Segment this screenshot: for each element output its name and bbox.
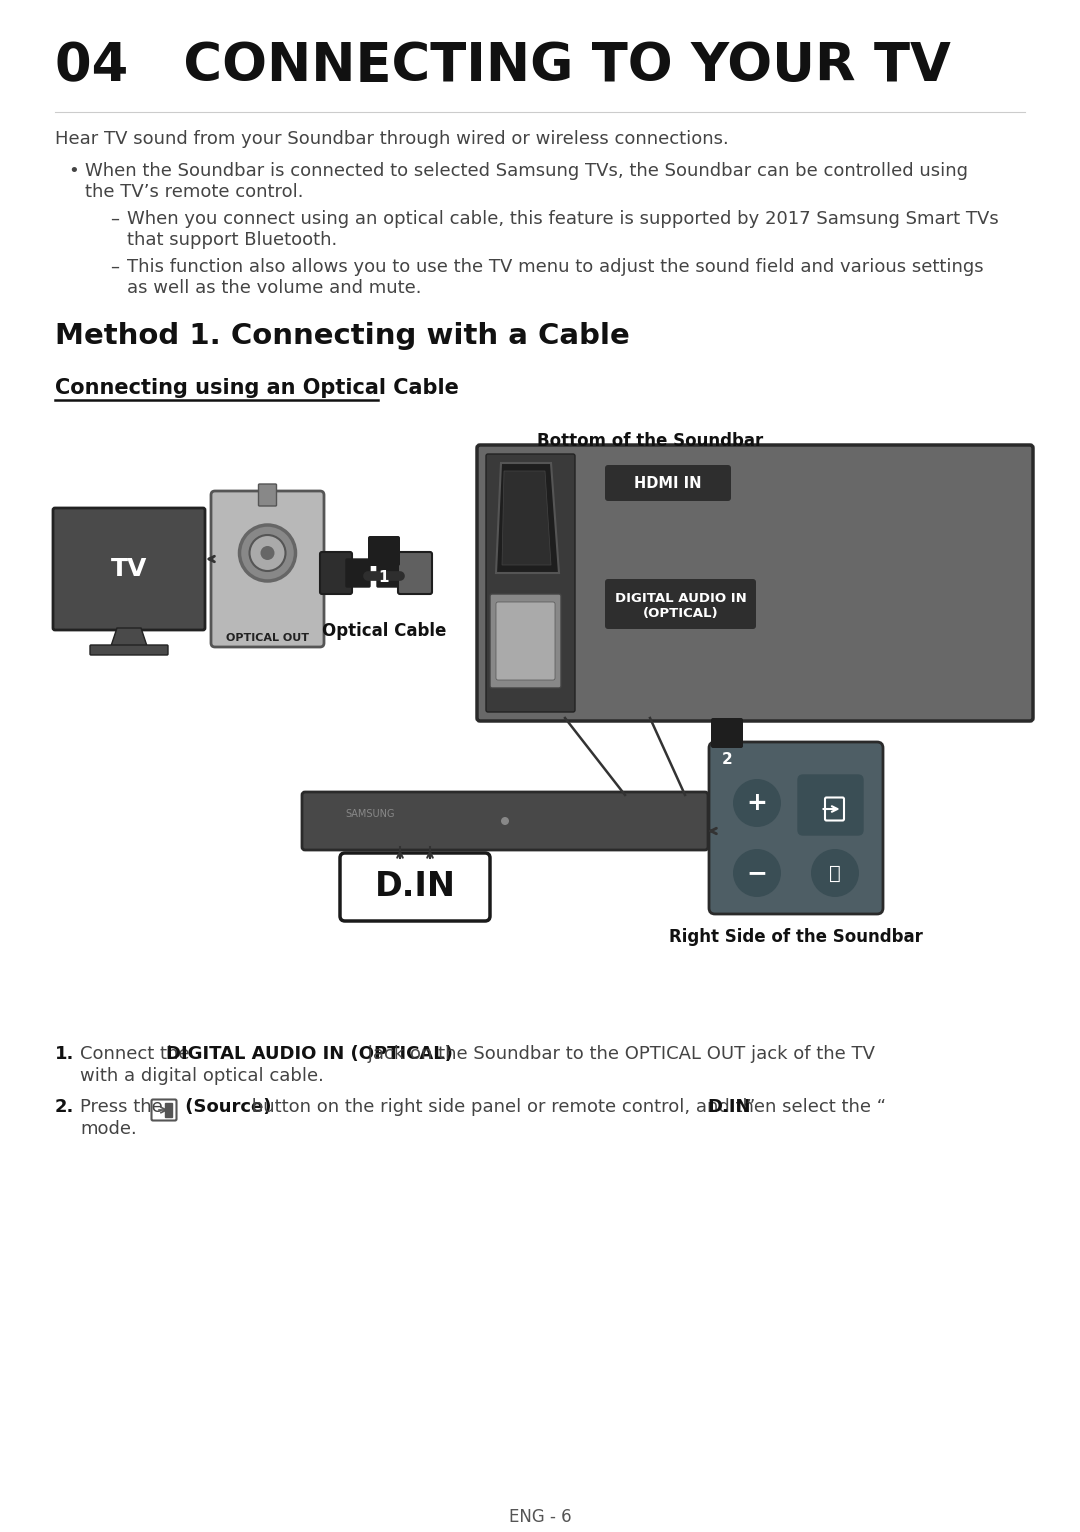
FancyBboxPatch shape — [320, 552, 352, 594]
Text: D.IN: D.IN — [707, 1098, 751, 1115]
Text: Optical Cable: Optical Cable — [322, 622, 446, 640]
Text: ENG - 6: ENG - 6 — [509, 1507, 571, 1526]
Circle shape — [260, 545, 274, 561]
Text: •: • — [68, 162, 79, 179]
Text: button on the right side panel or remote control, and then select the “: button on the right side panel or remote… — [246, 1098, 886, 1115]
FancyBboxPatch shape — [151, 1100, 176, 1120]
Circle shape — [811, 849, 859, 898]
Text: TV: TV — [111, 558, 147, 581]
Text: (OPTICAL): (OPTICAL) — [643, 607, 718, 619]
Text: as well as the volume and mute.: as well as the volume and mute. — [127, 279, 421, 297]
Text: that support Bluetooth.: that support Bluetooth. — [127, 231, 337, 250]
Circle shape — [733, 778, 781, 827]
Text: When the Soundbar is connected to selected Samsung TVs, the Soundbar can be cont: When the Soundbar is connected to select… — [85, 162, 968, 179]
Text: (Source): (Source) — [179, 1098, 271, 1115]
Polygon shape — [502, 470, 551, 565]
FancyBboxPatch shape — [368, 536, 400, 565]
Text: Right Side of the Soundbar: Right Side of the Soundbar — [670, 928, 923, 945]
Text: 2.: 2. — [55, 1098, 75, 1115]
FancyBboxPatch shape — [477, 444, 1032, 722]
FancyBboxPatch shape — [53, 509, 205, 630]
FancyBboxPatch shape — [399, 552, 432, 594]
FancyBboxPatch shape — [340, 853, 490, 921]
Text: –: – — [110, 210, 119, 228]
Text: Bottom of the Soundbar: Bottom of the Soundbar — [537, 432, 764, 450]
Text: D.IN: D.IN — [375, 870, 456, 904]
Text: Press the: Press the — [80, 1098, 168, 1115]
FancyBboxPatch shape — [90, 645, 168, 656]
Polygon shape — [496, 463, 559, 573]
FancyBboxPatch shape — [708, 741, 883, 915]
Circle shape — [501, 817, 509, 826]
FancyBboxPatch shape — [605, 466, 731, 501]
Text: HDMI IN: HDMI IN — [634, 475, 702, 490]
FancyBboxPatch shape — [490, 594, 561, 688]
FancyBboxPatch shape — [302, 792, 708, 850]
Text: with a digital optical cable.: with a digital optical cable. — [80, 1066, 324, 1085]
FancyBboxPatch shape — [798, 775, 863, 835]
Text: 1.: 1. — [55, 1045, 75, 1063]
Text: Method 1. Connecting with a Cable: Method 1. Connecting with a Cable — [55, 322, 630, 349]
Text: mode.: mode. — [80, 1120, 137, 1138]
Text: DIGITAL AUDIO IN (OPTICAL): DIGITAL AUDIO IN (OPTICAL) — [166, 1045, 453, 1063]
Text: When you connect using an optical cable, this feature is supported by 2017 Samsu: When you connect using an optical cable,… — [127, 210, 999, 228]
FancyBboxPatch shape — [258, 484, 276, 506]
Text: 2: 2 — [721, 752, 732, 766]
Circle shape — [249, 535, 285, 571]
Text: +: + — [746, 791, 768, 815]
Text: –: – — [110, 257, 119, 276]
Text: the TV’s remote control.: the TV’s remote control. — [85, 182, 303, 201]
Text: SAMSUNG: SAMSUNG — [345, 809, 394, 820]
Polygon shape — [111, 628, 147, 647]
FancyBboxPatch shape — [825, 798, 843, 821]
Circle shape — [733, 849, 781, 898]
Text: ”: ” — [745, 1098, 754, 1115]
Text: Connect the: Connect the — [80, 1045, 195, 1063]
Text: 1: 1 — [379, 570, 389, 585]
FancyBboxPatch shape — [711, 719, 743, 748]
FancyBboxPatch shape — [377, 559, 403, 587]
FancyBboxPatch shape — [496, 602, 555, 680]
Text: DIGITAL AUDIO IN: DIGITAL AUDIO IN — [615, 591, 746, 605]
FancyBboxPatch shape — [211, 490, 324, 647]
Text: jack on the Soundbar to the OPTICAL OUT jack of the TV: jack on the Soundbar to the OPTICAL OUT … — [362, 1045, 875, 1063]
Text: −: − — [746, 861, 768, 885]
Text: Connecting using an Optical Cable: Connecting using an Optical Cable — [55, 378, 459, 398]
FancyBboxPatch shape — [605, 579, 756, 630]
FancyBboxPatch shape — [346, 559, 370, 587]
Circle shape — [240, 525, 296, 581]
Text: Hear TV sound from your Soundbar through wired or wireless connections.: Hear TV sound from your Soundbar through… — [55, 130, 729, 149]
FancyBboxPatch shape — [165, 1103, 172, 1117]
Text: ⏻: ⏻ — [829, 864, 841, 882]
Text: 04   CONNECTING TO YOUR TV: 04 CONNECTING TO YOUR TV — [55, 40, 950, 92]
Text: This function also allows you to use the TV menu to adjust the sound field and v: This function also allows you to use the… — [127, 257, 984, 276]
FancyBboxPatch shape — [486, 453, 575, 712]
Text: OPTICAL OUT: OPTICAL OUT — [226, 633, 309, 643]
